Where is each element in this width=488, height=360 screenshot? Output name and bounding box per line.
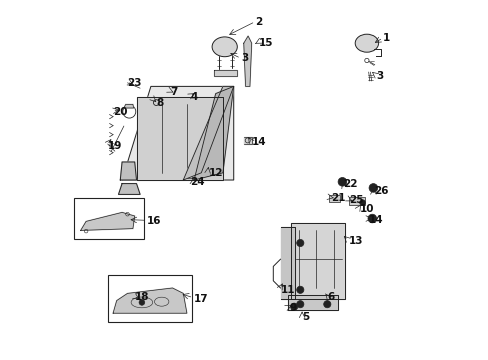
Circle shape [337,177,346,186]
Bar [73,198,143,239]
Text: 25: 25 [348,195,363,205]
Polygon shape [81,212,134,230]
Circle shape [296,301,303,308]
Polygon shape [280,227,294,299]
Text: 6: 6 [326,292,334,302]
Text: 17: 17 [194,294,208,304]
Circle shape [323,301,330,308]
Circle shape [359,200,365,206]
Text: 3: 3 [241,53,247,63]
Polygon shape [113,288,186,313]
Circle shape [340,180,344,184]
Text: 12: 12 [208,168,223,178]
Ellipse shape [354,34,378,52]
Polygon shape [118,184,140,194]
Text: 10: 10 [359,204,373,214]
Circle shape [367,214,376,223]
Polygon shape [287,295,337,310]
Circle shape [290,303,297,310]
Ellipse shape [212,37,237,57]
Text: 2: 2 [255,17,262,27]
Text: 3: 3 [375,71,383,81]
Bar [107,275,192,322]
Text: 14: 14 [251,137,266,147]
Text: 26: 26 [373,186,388,196]
Circle shape [296,286,303,293]
Polygon shape [123,104,133,108]
Circle shape [368,184,377,192]
Polygon shape [136,97,223,180]
Polygon shape [244,137,251,144]
Text: 18: 18 [134,292,149,302]
Polygon shape [183,86,233,180]
Text: 1: 1 [382,33,389,43]
Text: 15: 15 [258,38,273,48]
Text: 7: 7 [170,87,178,97]
Text: 13: 13 [348,236,363,246]
Polygon shape [213,70,237,76]
Polygon shape [194,86,233,180]
Text: 8: 8 [156,98,163,108]
Circle shape [370,217,373,220]
Circle shape [139,300,144,305]
Polygon shape [120,162,136,180]
Text: 19: 19 [107,141,122,151]
Polygon shape [291,223,345,299]
Text: 11: 11 [280,285,294,295]
Text: 9: 9 [289,303,296,313]
Text: 22: 22 [343,179,357,189]
Bar [328,195,339,202]
Polygon shape [244,36,251,86]
Text: 24: 24 [190,177,204,187]
Circle shape [296,239,303,247]
Text: 4: 4 [190,92,198,102]
Text: 14: 14 [368,215,383,225]
Bar [348,197,365,205]
Text: 23: 23 [127,78,142,88]
Text: 5: 5 [302,312,309,322]
Text: 16: 16 [147,216,162,226]
Text: 21: 21 [330,193,345,203]
Polygon shape [122,86,233,180]
Text: 20: 20 [113,107,127,117]
